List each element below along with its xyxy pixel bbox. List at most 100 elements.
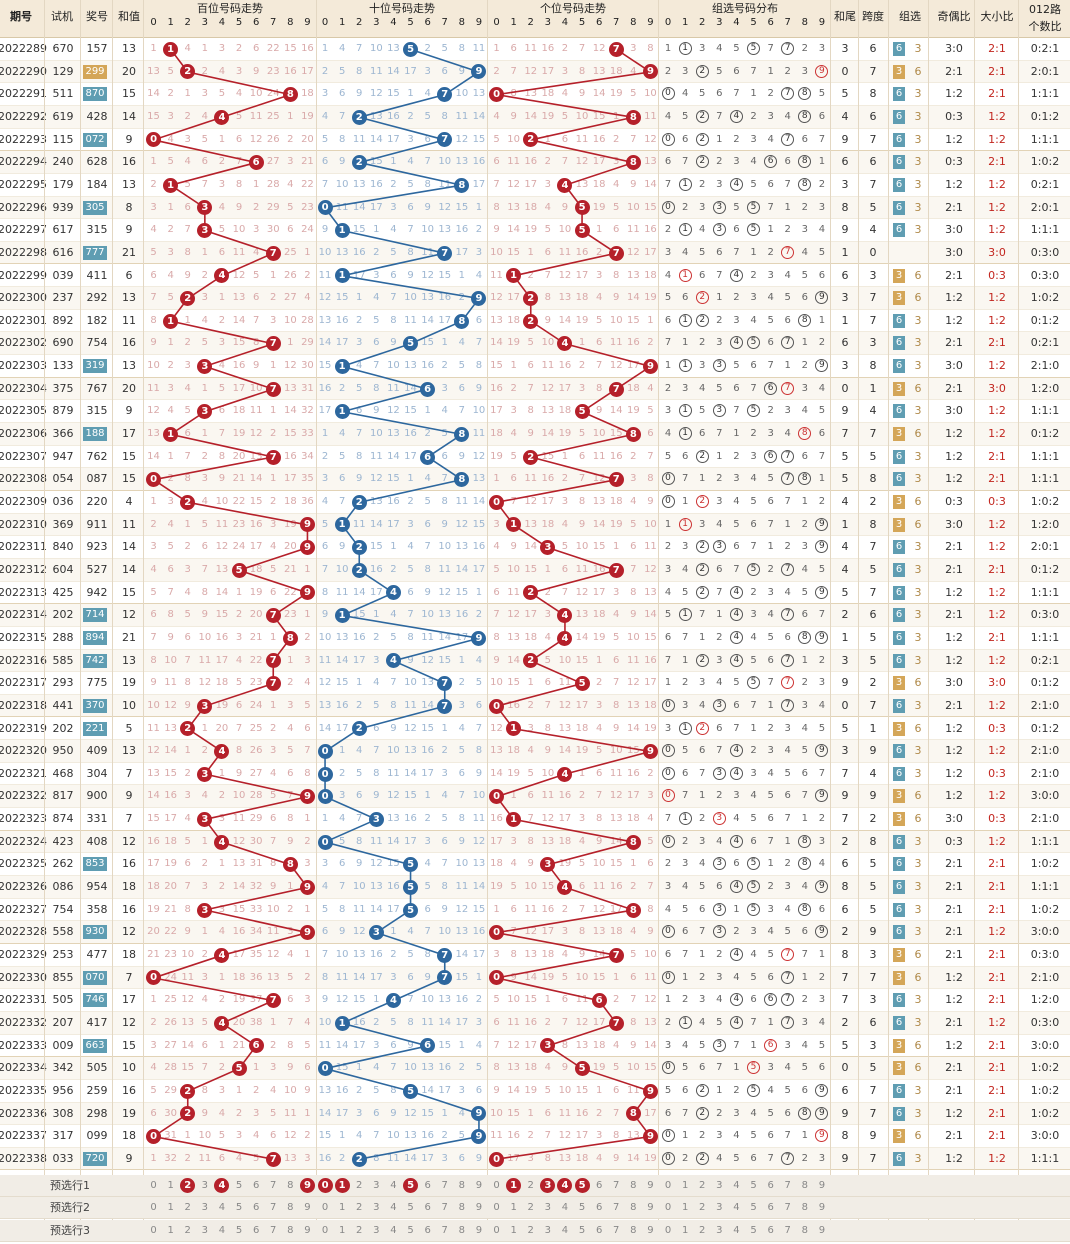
prize-cell: 072 [83, 132, 107, 147]
missing-value: 13 [147, 428, 160, 440]
missing-value: 15 [421, 337, 434, 349]
missing-value: 6 [252, 292, 260, 304]
span-cell: 2 [869, 495, 877, 508]
missing-value: 2 [750, 428, 757, 440]
hundreds-ball: 9 [299, 540, 315, 556]
group-digit-circle: 1 [678, 313, 692, 327]
group-type-alt: 6 [914, 64, 922, 78]
table-row [0, 491, 1070, 514]
issue-cell: 2022291 [0, 87, 47, 101]
missing-value: 16 [369, 178, 383, 190]
units-ball: 7 [608, 381, 624, 397]
missing-value: 12 [541, 382, 555, 394]
missing-value: 1 [321, 43, 329, 54]
missing-value: 4 [630, 496, 637, 507]
missing-value: 3 [681, 382, 689, 394]
odd-even-cell: 3:0 [945, 359, 963, 373]
header-issue[interactable]: 期号 [10, 10, 32, 23]
missing-value: 9 [356, 473, 363, 485]
units-ball: 0 [489, 1151, 505, 1167]
missing-value: 17 [438, 314, 452, 326]
big-small-cell: 2:1 [988, 449, 1006, 463]
missing-value: 1 [218, 292, 226, 304]
missing-value: 4 [595, 292, 603, 304]
table-row [0, 38, 1070, 61]
tens-ball: 7 [437, 947, 453, 963]
missing-value: 4 [767, 133, 774, 145]
predict-selected-ball[interactable]: 9 [299, 1178, 315, 1193]
predict-selected-ball[interactable]: 0 [317, 1178, 333, 1193]
missing-value: 7 [390, 292, 397, 304]
missing-value: 12 [592, 43, 606, 54]
missing-value: 14 [524, 110, 538, 122]
missing-value: 3 [716, 337, 723, 349]
predict-selected-ball[interactable]: 5 [403, 1178, 419, 1193]
missing-value: 3 [818, 43, 826, 54]
missing-value: 6 [699, 269, 706, 281]
group-type-tag: 6 [893, 87, 905, 102]
tail-cell: 8 [841, 200, 849, 214]
issue-cell: 2022293 [0, 132, 47, 146]
missing-value: 1 [818, 314, 826, 326]
missing-value: 13 [626, 269, 640, 281]
group-digit-circle: 8 [798, 472, 812, 486]
test-cell: 670 [52, 42, 74, 55]
missing-value: 14 [404, 382, 417, 394]
header-route-1: 012路 [1029, 3, 1061, 16]
missing-value: 8 [184, 246, 191, 258]
missing-value: 16 [455, 224, 469, 236]
header-digit: 6 [252, 17, 260, 28]
route-cell: 0:3:0 [1030, 245, 1060, 259]
missing-value: 26 [283, 269, 297, 281]
missing-value: 9 [321, 224, 329, 236]
missing-value: 2 [664, 65, 672, 77]
missing-value: 5 [321, 133, 329, 145]
missing-value: 5 [716, 382, 723, 394]
tens-ball: 5 [403, 1083, 419, 1099]
missing-value: 3 [356, 337, 363, 349]
missing-value: 5 [716, 65, 723, 77]
missing-value: 19 [626, 405, 640, 417]
missing-value: 19 [301, 110, 314, 122]
missing-value: 3 [750, 133, 757, 145]
missing-value: 9 [561, 201, 569, 213]
missing-value: 26 [266, 133, 280, 145]
missing-value: 5 [578, 428, 586, 440]
missing-value: 19 [490, 450, 503, 462]
missing-value: 2 [150, 178, 157, 190]
hundreds-ball: 5 [231, 1061, 247, 1077]
big-small-cell: 3:0 [988, 245, 1006, 259]
missing-value: 7 [767, 43, 774, 54]
route-cell: 1:0:2 [1030, 155, 1060, 169]
group-type-tag: 6 [893, 223, 905, 238]
missing-value: 2 [664, 224, 672, 236]
header-digit: 9 [818, 17, 826, 28]
missing-value: 17 [472, 178, 486, 190]
missing-value: 4 [544, 201, 552, 213]
missing-value: 2 [681, 201, 689, 213]
group-digit-circle: 8 [798, 87, 812, 101]
missing-value: 4 [613, 178, 620, 190]
route-cell: 0:1:2 [1030, 313, 1060, 327]
hundreds-ball: 7 [265, 1151, 281, 1167]
test-cell: 619 [52, 109, 74, 123]
tail-cell: 5 [841, 87, 849, 101]
missing-value: 11 [644, 110, 657, 122]
group-digit-circle: 2 [695, 155, 709, 169]
header-route-2: 个数比 [1028, 20, 1062, 33]
predict-selected-ball[interactable]: 1 [334, 1178, 350, 1193]
missing-value: 3 [510, 405, 517, 417]
missing-value: 5 [750, 496, 757, 507]
missing-value: 3 [321, 88, 329, 100]
predict-selected-ball[interactable]: 5 [574, 1178, 590, 1193]
missing-value: 8 [390, 314, 397, 326]
missing-value: 4 [561, 88, 569, 100]
missing-value: 8 [527, 405, 534, 417]
sum-cell: 4 [125, 495, 133, 508]
missing-value: 4 [184, 43, 191, 54]
missing-value: 4 [716, 43, 723, 54]
missing-value: 5 [613, 201, 620, 213]
missing-value: 7 [373, 360, 380, 372]
hundreds-ball: 6 [248, 155, 264, 171]
route-cell: 1:1:1 [1030, 223, 1060, 237]
